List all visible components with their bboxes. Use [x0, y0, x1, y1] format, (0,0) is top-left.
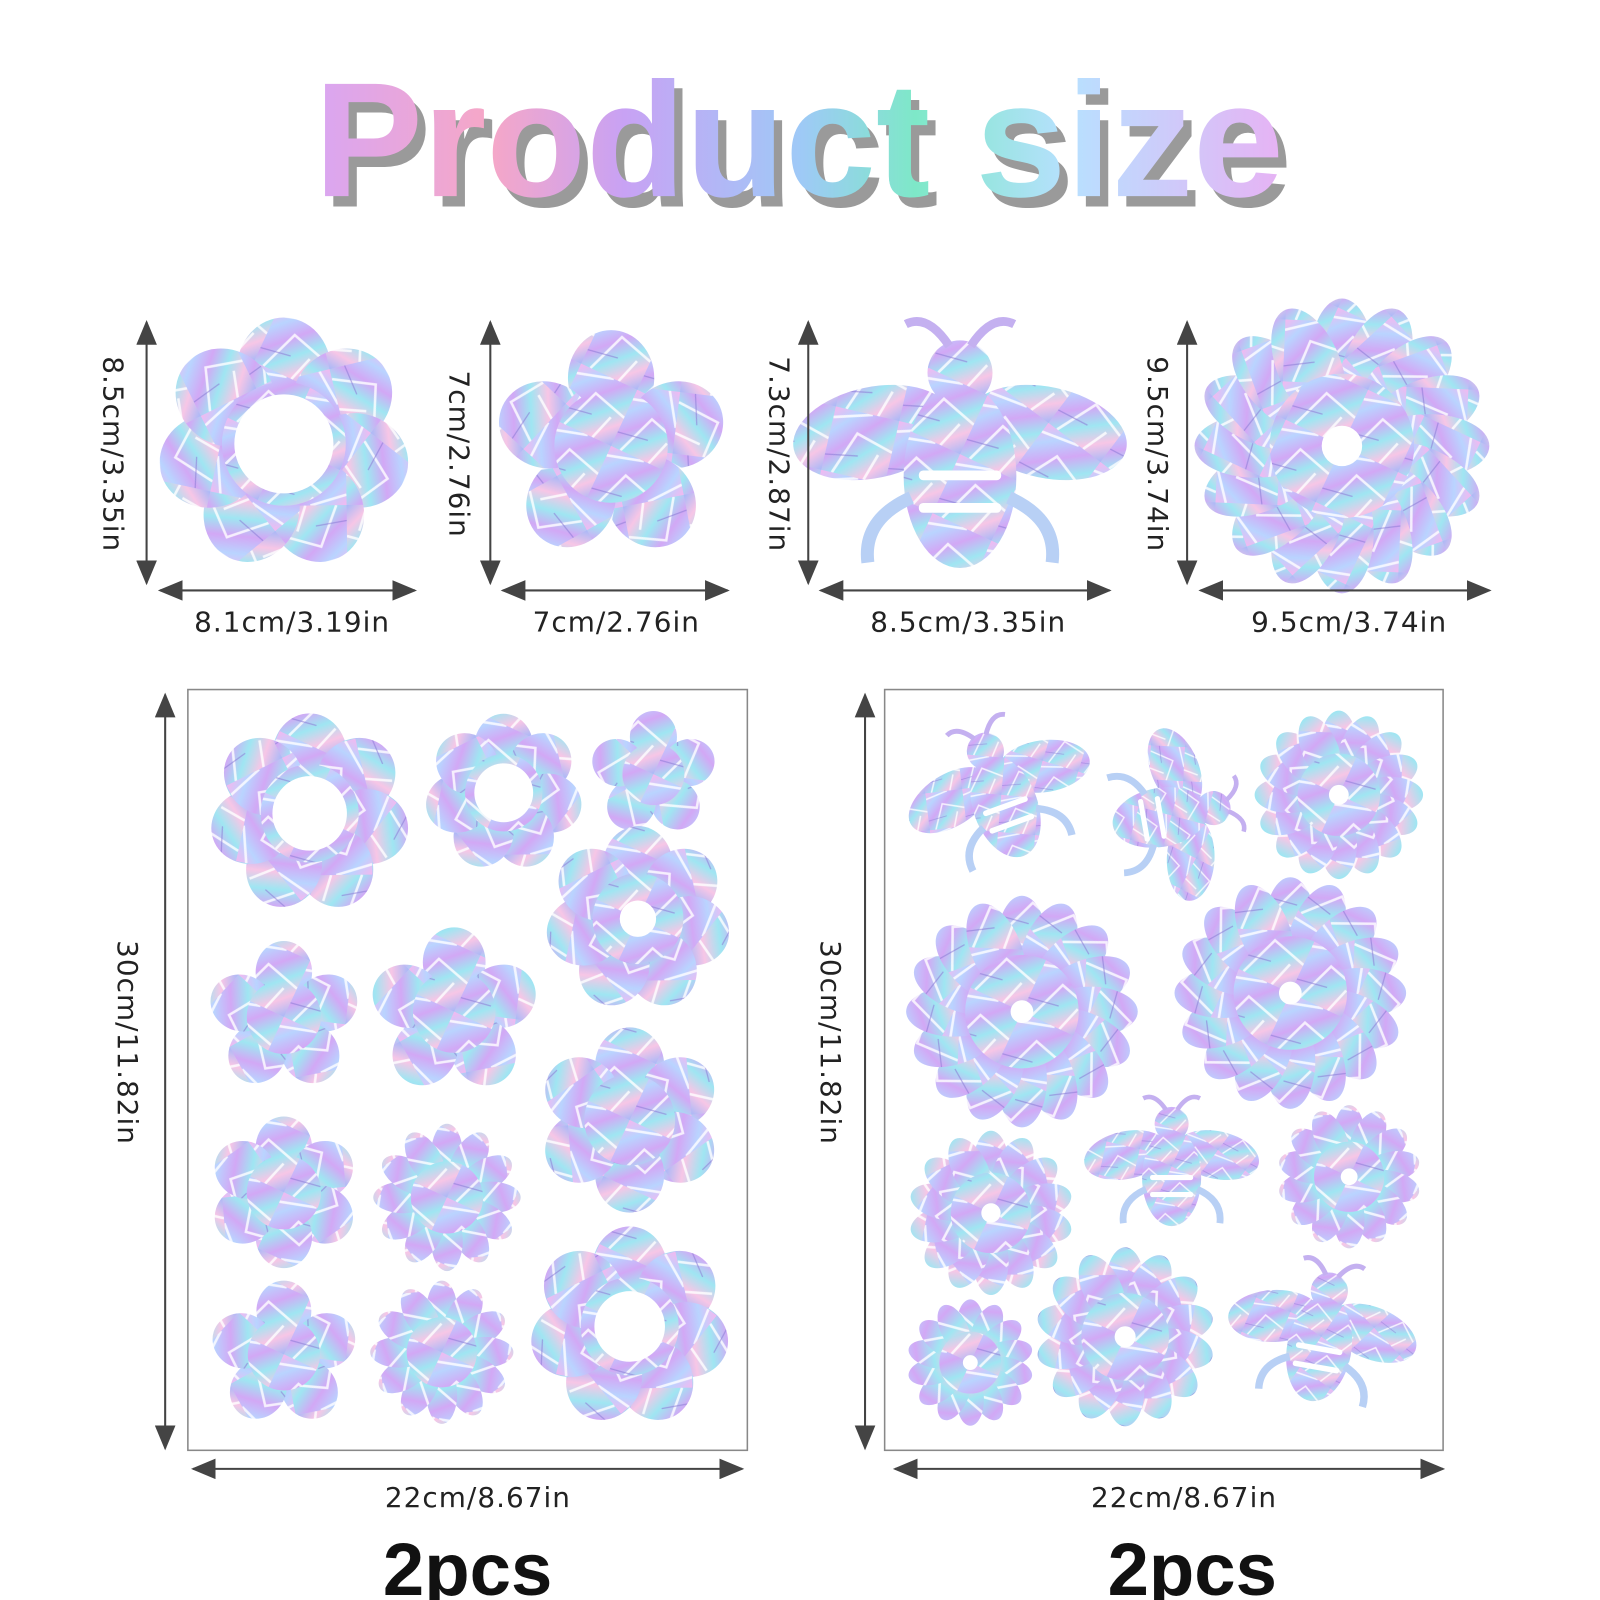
bee-legs — [1119, 1186, 1224, 1224]
bee-antenna — [1302, 1255, 1367, 1279]
sticker-flower — [499, 330, 724, 548]
flower-center — [554, 389, 668, 503]
flower-hole — [1114, 1326, 1136, 1348]
flower-center — [622, 743, 685, 806]
sticker-flower — [159, 317, 409, 562]
sticker-flower — [908, 1299, 1033, 1426]
sticker-bee — [1106, 728, 1247, 901]
height-label: 7cm/2.76in — [442, 371, 475, 538]
sticker-flower — [1194, 298, 1490, 594]
bee-legs — [1254, 1352, 1368, 1409]
width-label: 9.5cm/3.74in — [1251, 605, 1447, 638]
sticker-flower — [373, 1123, 521, 1272]
bee-legs — [860, 491, 1060, 564]
sticker-flower — [906, 895, 1138, 1128]
bee-antenna — [1224, 774, 1247, 833]
sticker-flower — [1037, 1247, 1213, 1427]
item: 7cm/2.76in 7cm/2.76in — [442, 320, 730, 638]
flower-hole — [272, 776, 347, 851]
width-label: 22cm/8.67in — [1091, 1481, 1277, 1514]
title: Product size — [314, 48, 1284, 231]
width-label: 8.5cm/3.35in — [870, 605, 1066, 638]
width-label: 22cm/8.67in — [385, 1481, 571, 1514]
bee-stripe — [1292, 1360, 1340, 1374]
bee-stripe — [918, 470, 1002, 481]
sticker-bee — [1084, 1094, 1259, 1227]
sticker-flower — [210, 940, 358, 1084]
flower-center — [247, 1318, 320, 1391]
title-shadow: Product size — [322, 58, 1292, 241]
flower-center — [246, 979, 322, 1054]
bee-antenna — [903, 317, 1017, 349]
sticker-flower — [546, 826, 730, 1006]
bee-legs — [965, 804, 1076, 873]
flower-center — [406, 1317, 477, 1388]
sheet: 30cm/11.82in 22cm/8.67in 2pcs — [111, 692, 745, 1600]
flower-hole — [1328, 784, 1349, 805]
height-label: 9.5cm/3.74in — [1141, 356, 1174, 552]
flower-hole — [981, 1203, 1001, 1223]
flower-center — [584, 1074, 676, 1166]
width-label: 8.1cm/3.19in — [194, 605, 390, 638]
bee-stripe — [983, 796, 1028, 817]
sticker-flower — [426, 713, 582, 867]
bee-stripe — [1138, 799, 1150, 842]
height-label: 30cm/11.82in — [111, 940, 144, 1145]
flower-hole — [1340, 1168, 1358, 1186]
quantity-label: 2pcs — [1108, 1528, 1277, 1600]
bee-legs — [1106, 772, 1157, 877]
bee-stripe — [1154, 796, 1167, 839]
sticker-flower — [1254, 710, 1424, 880]
flower-center — [410, 1161, 484, 1234]
flower-hole — [1010, 1000, 1034, 1023]
flower-hole — [1321, 425, 1363, 467]
bee-stripe — [1150, 1192, 1194, 1198]
flower-center — [246, 1155, 322, 1230]
bee-antenna — [1142, 1094, 1202, 1111]
bee-stripe — [1150, 1174, 1194, 1181]
flower-hole — [234, 394, 334, 494]
item: 7.3cm/2.87in 8.5cm/3.35in — [762, 317, 1127, 638]
height-label: 30cm/11.82in — [814, 940, 847, 1145]
sticker-flower — [531, 1226, 729, 1420]
bee-stripe — [918, 502, 1002, 513]
sticker-flower — [592, 711, 715, 830]
sticker-flower — [214, 1116, 353, 1269]
bee-stripe — [989, 813, 1035, 834]
sticker-bee — [1228, 1255, 1417, 1409]
sticker-bee — [793, 317, 1127, 568]
item-row: 8.5cm/3.35in8.1cm/3.19in7cm/2.76in7cm/2.… — [96, 298, 1492, 638]
sticker-bee — [908, 711, 1090, 873]
sheets: 30cm/11.82in 22cm/8.67in 2pcs 30cm/11.82in 2… — [111, 692, 1446, 1600]
sticker-flower — [211, 713, 409, 907]
width-label: 7cm/2.76in — [533, 605, 700, 638]
flower-hole — [1278, 981, 1302, 1005]
sticker-flower — [212, 1280, 356, 1419]
height-label: 7.3cm/2.87in — [762, 356, 795, 552]
flower-hole — [474, 763, 534, 823]
item: 9.5cm/3.74in 9.5cm/3.74in — [1141, 298, 1492, 638]
sticker-flower — [1174, 877, 1407, 1109]
item: 8.5cm/3.35in 8.1cm/3.19in — [96, 317, 418, 638]
bee-stripe — [1295, 1342, 1343, 1356]
sticker-flower — [370, 1280, 514, 1424]
flower-hole — [962, 1355, 978, 1371]
flower-hole — [619, 900, 657, 937]
flower-hole — [594, 1291, 665, 1362]
sticker-flower — [372, 927, 536, 1086]
height-label: 8.5cm/3.35in — [96, 356, 129, 552]
bee-antenna — [944, 711, 1006, 741]
quantity-label: 2pcs — [383, 1528, 552, 1600]
sticker-flower — [1279, 1105, 1420, 1249]
sticker-flower — [910, 1130, 1072, 1296]
sticker-flower — [545, 1027, 715, 1213]
flower-center — [412, 970, 496, 1053]
sheet: 30cm/11.82in 22cm/8.67in 2pcs — [814, 692, 1446, 1600]
